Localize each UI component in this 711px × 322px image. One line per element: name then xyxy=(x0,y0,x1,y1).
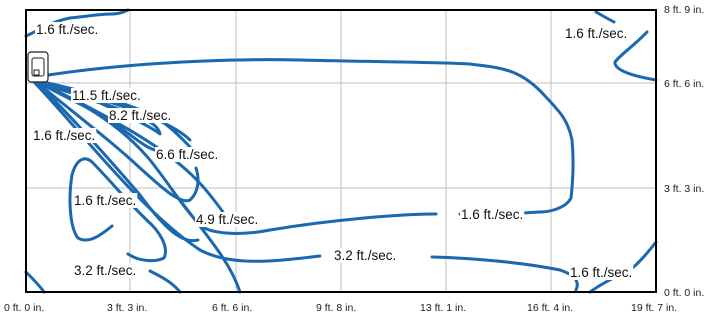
flow-label-backing xyxy=(155,147,220,162)
flow-label: 1.6 ft./sec. xyxy=(33,128,95,143)
flow-label: 3.2 ft./sec. xyxy=(334,248,396,263)
x-tick: 6 ft. 6 in. xyxy=(212,302,252,314)
flow-label-backing xyxy=(73,193,138,208)
flow-label: 4.9 ft./sec. xyxy=(196,212,258,227)
x-tick: 3 ft. 3 in. xyxy=(107,302,147,314)
flow-label: 3.2 ft./sec. xyxy=(74,263,136,278)
air-conditioner-unit-icon xyxy=(27,51,49,83)
y-axis-ticks: 8 ft. 9 in. 6 ft. 6 in. 3 ft. 3 in. 0 ft… xyxy=(664,4,704,299)
contour-bottom-left xyxy=(24,270,46,294)
contour-3-2-left xyxy=(148,269,182,294)
x-tick: 0 ft. 0 in. xyxy=(4,302,44,314)
flow-label-backing xyxy=(32,128,97,143)
flow-label-backing xyxy=(71,88,142,103)
x-tick: 9 ft. 8 in. xyxy=(316,302,356,314)
y-tick: 3 ft. 3 in. xyxy=(664,183,704,195)
flow-label: 1.6 ft./sec. xyxy=(565,26,627,41)
x-tick: 16 ft. 4 in. xyxy=(527,302,573,314)
contour-lower-middle xyxy=(178,198,242,294)
flow-label: 1.6 ft./sec. xyxy=(74,193,136,208)
flow-label-backing xyxy=(35,22,100,37)
contour-top-right xyxy=(594,10,658,82)
flow-label-backing xyxy=(73,263,138,278)
flow-labels: 1.6 ft./sec. 1.6 ft./sec. 11.5 ft./sec. … xyxy=(32,22,634,280)
y-tick: 0 ft. 0 in. xyxy=(664,287,704,299)
flow-label-backing xyxy=(333,248,398,263)
plot-frame xyxy=(25,9,657,293)
flow-label-backing xyxy=(195,212,260,227)
contour-inner-loop xyxy=(68,157,167,263)
contour-3-2-main xyxy=(32,80,579,292)
flow-label: 8.2 ft./sec. xyxy=(109,108,171,123)
flow-label-backing xyxy=(569,265,634,280)
y-tick: 6 ft. 6 in. xyxy=(664,78,704,90)
flow-label-backing xyxy=(460,207,525,222)
flow-label: 1.6 ft./sec. xyxy=(461,207,523,222)
x-tick: 19 ft. 7 in. xyxy=(631,302,677,314)
y-tick: 8 ft. 9 in. xyxy=(664,4,704,16)
flow-label: 6.6 ft./sec. xyxy=(156,147,218,162)
flow-label: 11.5 ft./sec. xyxy=(72,88,141,103)
x-axis-ticks: 0 ft. 0 in. 3 ft. 3 in. 6 ft. 6 in. 9 ft… xyxy=(4,302,677,314)
flow-label: 1.6 ft./sec. xyxy=(570,265,632,280)
flow-label: 1.6 ft./sec. xyxy=(36,22,98,37)
x-tick: 13 ft. 1 in. xyxy=(420,302,466,314)
flow-label-backing xyxy=(564,26,629,41)
flow-label-backing xyxy=(108,108,173,123)
